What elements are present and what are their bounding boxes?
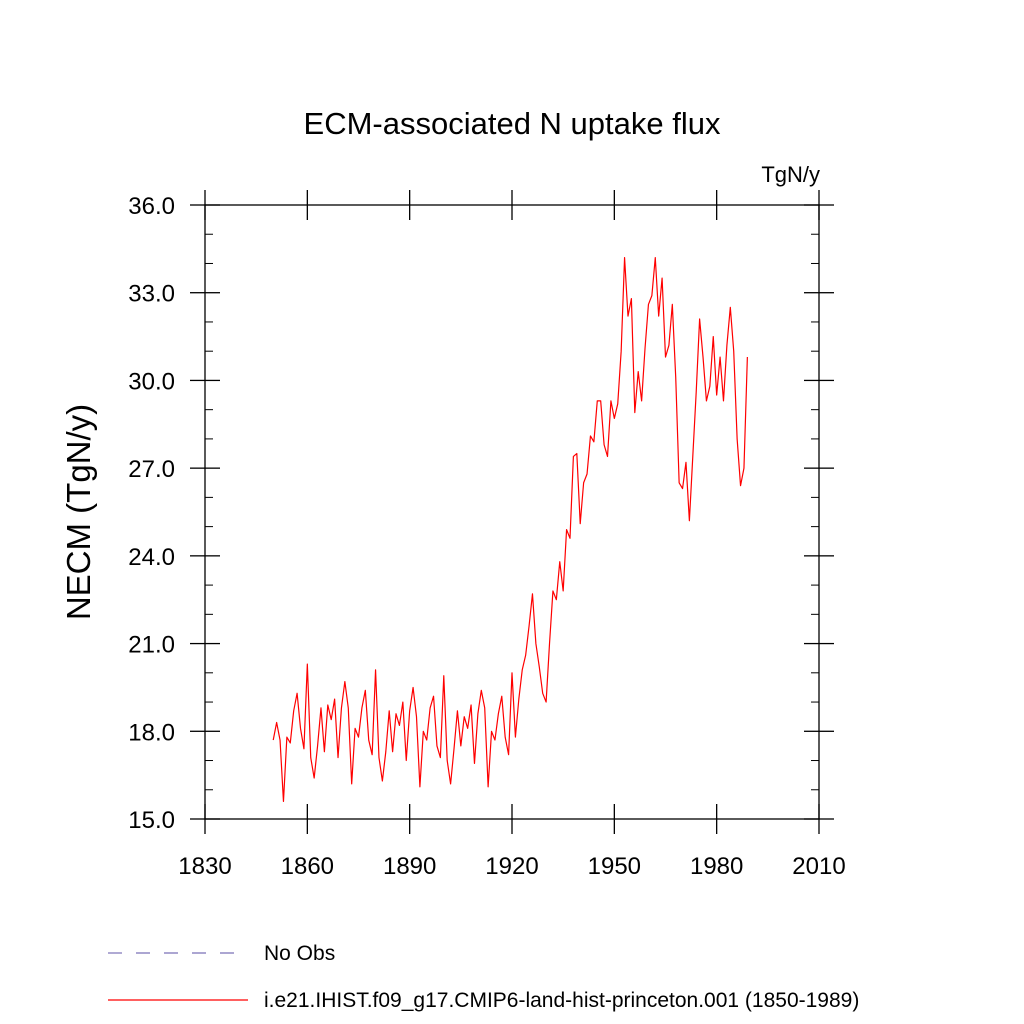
x-tick-label: 1920 <box>485 853 538 880</box>
x-tick-label: 1830 <box>178 853 231 880</box>
plot-frame <box>204 204 820 820</box>
legend-label-hist: i.e21.IHIST.f09_g17.CMIP6-land-hist-prin… <box>264 989 859 1012</box>
y-tick-label: 30.0 <box>128 368 175 395</box>
units-label: TgN/y <box>761 162 820 187</box>
x-tick-label: 1890 <box>383 853 436 880</box>
chart-title: ECM-associated N uptake flux <box>304 106 721 141</box>
x-tick-label: 1950 <box>588 853 641 880</box>
series-layer <box>272 257 748 803</box>
legend: No Obs i.e21.IHIST.f09_g17.CMIP6-land-hi… <box>108 942 859 1012</box>
y-tick-label: 36.0 <box>128 193 175 220</box>
axis-ticks: 1830 1860 1890 1920 1950 1980 2010 15.0 18.0 21.0… <box>128 190 846 880</box>
y-tick-label: 33.0 <box>128 281 175 308</box>
x-tick-label: 1860 <box>281 853 334 880</box>
y-tick-label: 18.0 <box>128 719 175 746</box>
x-tick-label: 2010 <box>792 853 845 880</box>
x-tick-label: 1980 <box>690 853 743 880</box>
series-line-1 <box>272 257 748 803</box>
y-axis-label: NECM (TgN/y) <box>60 404 97 620</box>
y-tick-label: 15.0 <box>128 807 175 834</box>
y-tick-label: 27.0 <box>128 456 175 483</box>
y-tick-label: 24.0 <box>128 544 175 571</box>
legend-label-no-obs: No Obs <box>264 942 335 965</box>
y-tick-label: 21.0 <box>128 632 175 659</box>
